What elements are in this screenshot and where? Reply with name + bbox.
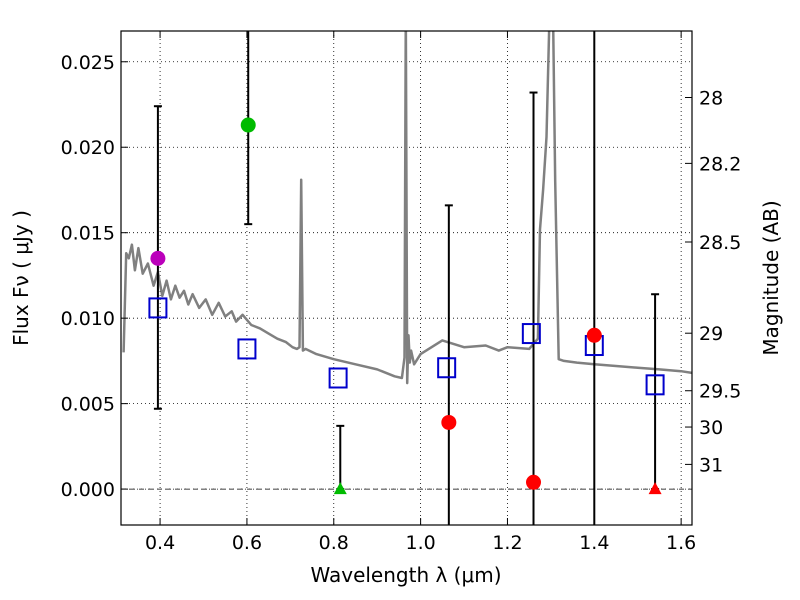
- y-tick-label: 0.020: [61, 137, 115, 159]
- x-tick-label: 1.6: [666, 532, 696, 554]
- mag-tick-label: 30: [699, 417, 723, 439]
- upper-limit-triangle: [333, 482, 347, 495]
- observed-flux-point: [526, 474, 542, 490]
- plot-frame: [120, 30, 693, 526]
- observed-flux-point: [150, 250, 166, 266]
- model-photometry-square: [237, 338, 257, 360]
- x-tick-label: 0.4: [145, 532, 175, 554]
- upper-limit-triangle: [648, 482, 662, 495]
- model-sed-line: [122, 31, 692, 385]
- mag-tick-label: 28.2: [699, 153, 741, 175]
- model-photometry-square: [437, 357, 457, 379]
- observed-flux-point: [240, 117, 256, 133]
- model-photometry-square: [645, 374, 665, 396]
- plot-area: [122, 31, 692, 525]
- model-photometry-square: [521, 323, 541, 345]
- y-tick-label: 0.010: [61, 308, 115, 330]
- mag-tick-label: 31: [699, 454, 723, 476]
- axis-ticks: 0.4 0.6 0.8 1.0 1.2 1.4 1.6 0.000 0.005 0.010 0.01…: [61, 31, 741, 554]
- x-tick-label: 1.2: [492, 532, 522, 554]
- y-tick-label: 0.000: [61, 479, 115, 501]
- mag-tick-label: 29: [699, 323, 723, 345]
- x-tick-label: 1.4: [579, 532, 609, 554]
- y-tick-label: 0.015: [61, 223, 115, 245]
- x-tick-label: 1.0: [406, 532, 436, 554]
- mag-tick-label: 28.5: [699, 232, 741, 254]
- mag-tick-label: 29.5: [699, 381, 741, 403]
- mag-tick-label: 28: [699, 87, 723, 109]
- x-axis-title: Wavelength λ (μm): [310, 563, 501, 587]
- y2-axis-title: Magnitude (AB): [759, 200, 783, 355]
- y-tick-label: 0.005: [61, 394, 115, 416]
- y-tick-label: 0.025: [61, 52, 115, 74]
- observed-flux-point: [586, 327, 602, 343]
- x-tick-label: 0.6: [232, 532, 262, 554]
- model-photometry-square: [148, 297, 168, 319]
- y-axis-title: Flux Fν ( μJy ): [9, 210, 33, 346]
- model-photometry-square: [328, 367, 348, 389]
- observed-flux-point: [441, 414, 457, 430]
- x-tick-label: 0.8: [319, 532, 349, 554]
